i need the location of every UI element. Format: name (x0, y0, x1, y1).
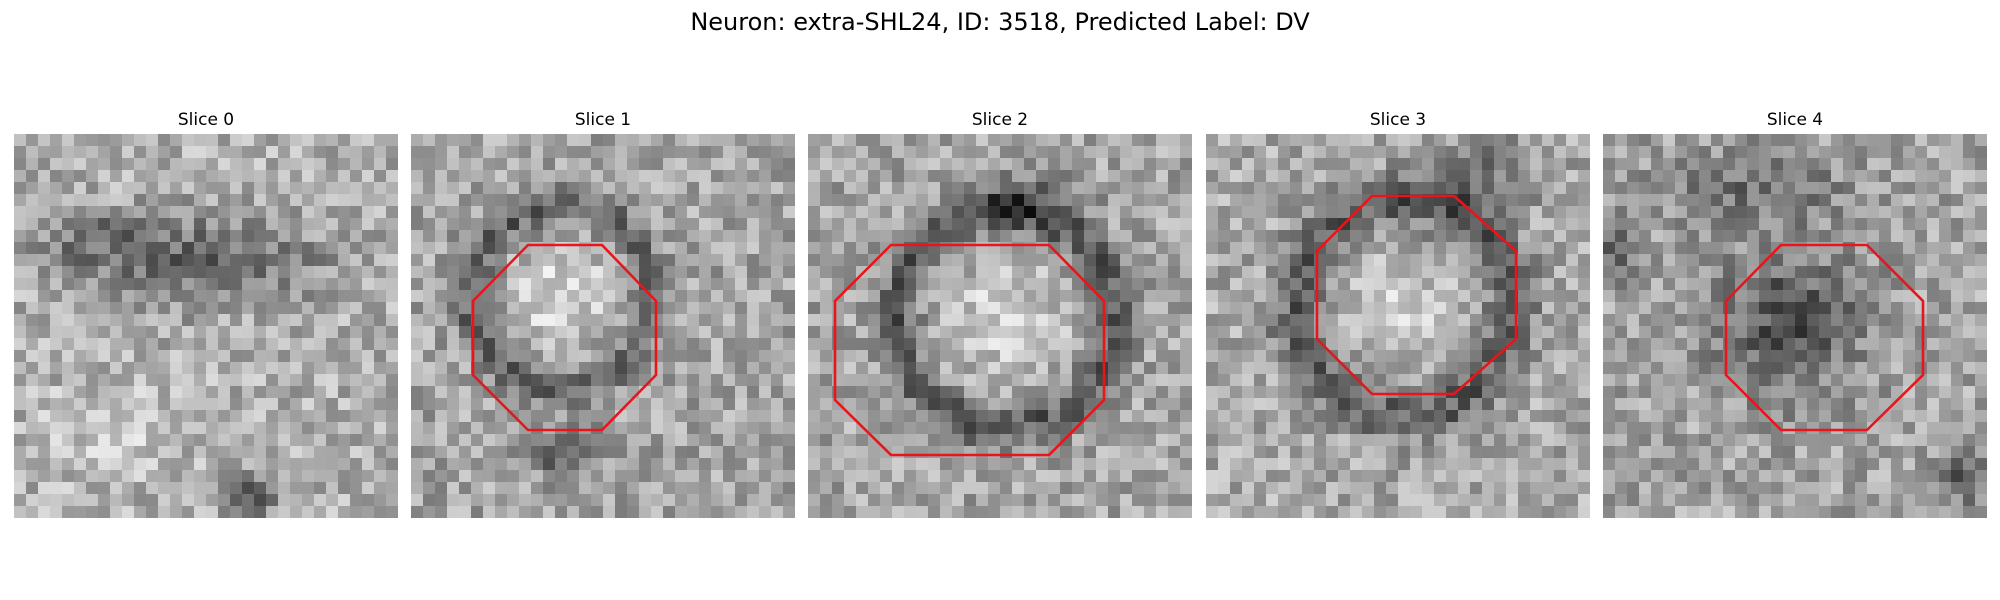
slice-image (1603, 134, 1987, 518)
panel-title: Slice 1 (574, 110, 632, 130)
slice-image (14, 134, 398, 518)
figure-title: Neuron: extra-SHL24, ID: 3518, Predicted… (690, 8, 1310, 36)
panel-title: Slice 3 (1369, 110, 1427, 130)
panel-title: Slice 0 (177, 110, 235, 130)
slice-image (411, 134, 795, 518)
slice-image (808, 134, 1192, 518)
panel-title: Slice 4 (1766, 110, 1824, 130)
slice-image (1206, 134, 1590, 518)
panel-title: Slice 2 (971, 110, 1029, 130)
